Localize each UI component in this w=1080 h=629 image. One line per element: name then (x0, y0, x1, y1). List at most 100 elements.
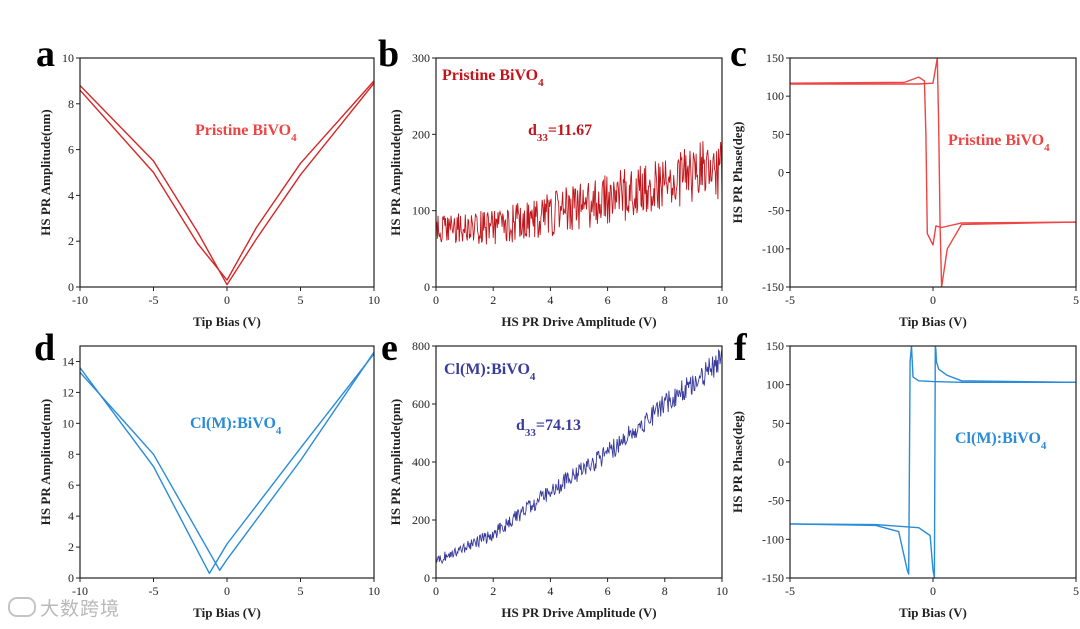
y-tick-label: -50 (768, 204, 784, 218)
x-tick-label: -5 (785, 584, 795, 598)
material-label-main: Cl(M):BiVO (955, 430, 1041, 447)
y-tick-label: 6 (68, 143, 74, 157)
y-tick-label: 0 (68, 571, 74, 585)
y-tick-label: -150 (762, 280, 784, 294)
y-tick-label: 0 (68, 280, 74, 294)
x-tick-label: 4 (547, 293, 553, 307)
d33-value: =74.13 (536, 417, 581, 434)
d33-subscript: 33 (537, 132, 549, 144)
x-tick-label: 8 (662, 584, 668, 598)
material-label: Cl(M):BiVO4 (444, 361, 536, 383)
series-line-d-1 (80, 351, 374, 571)
watermark-logo-icon (8, 597, 36, 617)
x-tick-label: 0 (433, 584, 439, 598)
panel-letter: a (36, 33, 55, 75)
x-tick-label: 5 (1073, 584, 1079, 598)
x-axis-label: Tip Bias (V) (899, 605, 967, 620)
material-label-subscript: 4 (291, 132, 297, 144)
y-tick-label: 8 (68, 97, 74, 111)
y-tick-label: 0 (424, 280, 430, 294)
material-label: Cl(M):BiVO4 (190, 415, 282, 437)
x-axis-label: Tip Bias (V) (899, 314, 967, 329)
x-tick-label: 0 (930, 293, 936, 307)
y-tick-label: 150 (766, 51, 784, 65)
series-line-a-1 (80, 80, 374, 281)
y-tick-label: -100 (762, 532, 784, 546)
d33-prefix: d (516, 417, 525, 434)
x-tick-label: -5 (785, 293, 795, 307)
y-tick-label: 12 (62, 385, 74, 399)
series-line-f-1 (790, 346, 1076, 578)
x-axis-label: HS PR Drive Amplitude (V) (501, 314, 656, 329)
series-line-c-0 (790, 76, 1076, 246)
y-tick-label: 100 (412, 204, 430, 218)
x-tick-label: 0 (433, 293, 439, 307)
plot-frame (79, 57, 375, 288)
x-tick-label: 2 (490, 293, 496, 307)
series-line-d-0 (80, 353, 374, 575)
y-tick-label: 100 (766, 378, 784, 392)
x-tick-label: 4 (547, 584, 553, 598)
y-tick-label: 2 (68, 540, 74, 554)
series-line-b-0 (436, 141, 722, 245)
panel-letter: b (378, 33, 399, 75)
watermark: 大数跨境 (8, 594, 120, 621)
material-label-main: Pristine BiVO (442, 67, 538, 84)
y-tick-label: 600 (412, 397, 430, 411)
x-tick-label: 10 (368, 584, 380, 598)
material-label: Cl(M):BiVO4 (955, 430, 1047, 452)
watermark-text: 大数跨境 (40, 598, 121, 620)
x-tick-label: 0 (224, 293, 230, 307)
y-tick-label: 0 (424, 571, 430, 585)
material-label-subscript: 4 (1041, 440, 1047, 452)
material-label: Pristine BiVO4 (442, 67, 544, 89)
x-tick-label: 10 (716, 293, 728, 307)
material-label: Pristine BiVO4 (195, 122, 297, 144)
y-tick-label: -50 (768, 494, 784, 508)
y-tick-label: -150 (762, 571, 784, 585)
y-axis-label: HS PR Phase(deg) (730, 411, 745, 513)
panel-e: 0 2 4 6 8 10 0 200 400 600 800 HS PR Drive Amplitud… (381, 327, 728, 620)
series-line-e-0 (436, 348, 722, 565)
d33-label: d33=74.13 (516, 417, 581, 439)
x-tick-label: 6 (605, 293, 611, 307)
material-label-main: Cl(M):BiVO (444, 361, 530, 378)
y-tick-label: 0 (778, 455, 784, 469)
x-tick-label: 6 (605, 584, 611, 598)
x-tick-label: -10 (72, 584, 88, 598)
x-tick-label: 5 (1073, 293, 1079, 307)
d33-prefix: d (528, 122, 537, 139)
material-label-subscript: 4 (530, 371, 536, 383)
y-tick-label: 10 (62, 51, 74, 65)
y-tick-label: 4 (68, 188, 74, 202)
plot-frame (789, 345, 1077, 579)
d33-label: d33=11.67 (528, 122, 592, 144)
y-tick-label: 200 (412, 513, 430, 527)
material-label: Pristine BiVO4 (948, 132, 1050, 154)
y-tick-label: 0 (778, 166, 784, 180)
material-label-main: Pristine BiVO (195, 122, 291, 139)
series-line-a-0 (80, 82, 374, 286)
panel-a: -10 -5 0 5 10 0 2 4 6 8 10 Tip Bias (V) HS PR Amplit… (36, 33, 380, 329)
y-tick-label: 300 (412, 51, 430, 65)
y-axis-label: HS PR Amplitude(nm) (38, 399, 53, 525)
x-axis-label: Tip Bias (V) (193, 605, 261, 620)
series-line-c-1 (790, 58, 1076, 287)
y-tick-label: 10 (62, 416, 74, 430)
y-tick-label: 50 (772, 127, 784, 141)
x-tick-label: 5 (298, 293, 304, 307)
d33-subscript: 33 (525, 427, 537, 439)
y-tick-label: 100 (766, 89, 784, 103)
y-tick-label: 200 (412, 127, 430, 141)
plot-frame (435, 57, 723, 288)
y-tick-label: 400 (412, 455, 430, 469)
y-axis-label: HS PR Amplitude(pm) (388, 399, 403, 525)
y-tick-label: 4 (68, 509, 74, 523)
y-tick-label: 2 (68, 234, 74, 248)
panel-d: -10 -5 0 5 10 0 2 4 6 8 10 12 14 Tip Bias (V) HS PR Am… (34, 327, 380, 620)
y-tick-label: 800 (412, 339, 430, 353)
